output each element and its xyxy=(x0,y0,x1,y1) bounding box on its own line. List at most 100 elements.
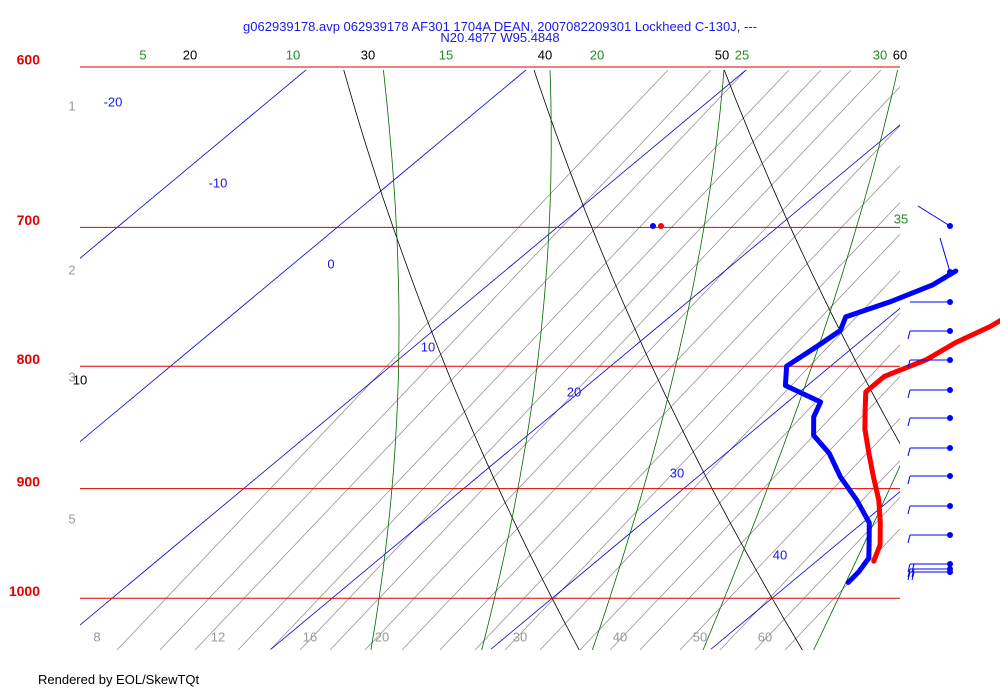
wind-barb-flag xyxy=(907,568,911,578)
mixing-ratio-line xyxy=(439,165,900,650)
moist-adiabat-label: 25 xyxy=(735,47,749,62)
moist-adiabat-label: 20 xyxy=(590,47,604,62)
wind-barb-flag xyxy=(911,571,915,581)
height-label: 1 xyxy=(68,98,75,113)
moist-adiabat-line xyxy=(591,70,725,650)
mixing-ratio-line xyxy=(194,70,747,650)
mixing-ratio-line xyxy=(639,375,900,650)
moist-adiabat-line xyxy=(481,70,552,650)
isotherm-label: 30 xyxy=(670,465,684,480)
mixing-ratio-label: 40 xyxy=(613,629,627,644)
mixing-ratio-line xyxy=(679,417,900,650)
isobar-label: 600 xyxy=(17,52,41,68)
temperature-trace xyxy=(862,317,1000,564)
background-lines xyxy=(80,32,1000,659)
mixing-ratio-label: 12 xyxy=(211,629,225,644)
isotherm-label: 40 xyxy=(773,547,787,562)
wind-barb-staff xyxy=(939,237,951,273)
chart-title-line-1: g062939178.avp 062939178 AF301 1704A DEA… xyxy=(243,19,757,34)
wind-barb-flag xyxy=(907,505,911,515)
mixing-ratio-line xyxy=(579,312,900,650)
wind-barb xyxy=(907,532,953,544)
mixing-ratio-line xyxy=(401,125,900,650)
mixing-ratio-line xyxy=(474,202,900,650)
mixing-ratio-line xyxy=(609,344,900,650)
wind-barb-flag xyxy=(907,359,911,369)
moist-adiabat-line xyxy=(919,32,1000,659)
mixing-ratio-line xyxy=(364,86,900,650)
isotherm-label: 10 xyxy=(421,339,435,354)
moist-adiabat-line xyxy=(370,70,400,650)
isotherm-line xyxy=(80,70,747,626)
wind-barbs xyxy=(907,205,953,581)
height-label: 2 xyxy=(68,262,75,277)
isotherm-line xyxy=(710,491,900,650)
wind-barb-flag xyxy=(907,447,911,457)
mixing-ratio-line xyxy=(784,528,900,650)
isotherm-line xyxy=(490,307,900,650)
wind-barb xyxy=(907,569,953,581)
dry-adiabat-label: 20 xyxy=(183,47,197,62)
wind-barb xyxy=(907,328,953,340)
wind-barb xyxy=(907,415,953,427)
wind-barb-flag xyxy=(911,568,915,578)
wind-barb-flag xyxy=(907,571,911,581)
moist-adiabat-line xyxy=(702,70,899,650)
mixing-ratio-line xyxy=(116,70,669,650)
wind-barb xyxy=(910,299,953,305)
mixing-ratio-line xyxy=(237,70,790,650)
wind-barb xyxy=(907,387,953,399)
dry-adiabat-label: 60 xyxy=(893,47,907,62)
footer-credit: Rendered by EOL/SkewTQt xyxy=(38,672,200,687)
mixing-ratio-line xyxy=(299,70,852,650)
isobar-label: 900 xyxy=(17,473,41,489)
isotherm-line xyxy=(80,70,307,259)
height-label: 5 xyxy=(68,511,75,526)
moist-adiabat-label: 35 xyxy=(894,211,908,226)
mixing-ratio-label: 30 xyxy=(513,629,527,644)
chart-title-line-2: N20.4877 W95.4848 xyxy=(440,30,560,45)
isotherm-label: 0 xyxy=(327,256,334,271)
wind-barb xyxy=(917,205,953,229)
height-label: 3 xyxy=(68,369,75,384)
wind-barb xyxy=(907,503,953,515)
moist-adiabat-label: 5 xyxy=(139,47,146,62)
mixing-ratio-line xyxy=(539,270,900,650)
mixing-ratio-line xyxy=(719,460,900,650)
moist-adiabat-label: 15 xyxy=(439,47,453,62)
dry-adiabat-line xyxy=(533,70,803,650)
mixing-ratio-line xyxy=(754,496,900,650)
wind-barb xyxy=(907,473,953,485)
temperature-top-marker xyxy=(658,223,664,229)
isotherm-line xyxy=(270,124,900,650)
dewpoint-trace xyxy=(782,268,959,585)
mixing-ratio-label: 8 xyxy=(93,629,100,644)
mixing-ratio-line xyxy=(329,70,882,650)
isotherm-label: 20 xyxy=(567,384,581,399)
moist-adiabat-label: 30 xyxy=(873,47,887,62)
isotherm-label: -20 xyxy=(104,94,123,109)
dry-adiabat-line xyxy=(343,70,580,650)
wind-barb-flag xyxy=(907,534,911,544)
moist-adiabat-label: 10 xyxy=(286,47,300,62)
wind-barb-flag xyxy=(907,330,911,340)
wind-barb-flag xyxy=(907,417,911,427)
dewpoint-top-marker xyxy=(650,223,656,229)
wind-barb xyxy=(939,237,953,275)
mixing-ratio-label: 50 xyxy=(693,629,707,644)
mixing-ratio-line xyxy=(269,70,822,650)
mixing-ratio-line xyxy=(159,70,712,650)
wind-barb-staff xyxy=(917,205,951,227)
mixing-ratio-label: 60 xyxy=(758,629,772,644)
mixing-ratio-line xyxy=(504,233,900,650)
isobar-label: 700 xyxy=(17,212,41,228)
wind-barb xyxy=(907,445,953,457)
isobar-label: 1000 xyxy=(9,583,40,599)
wind-barb-flag xyxy=(907,563,911,573)
wind-barb xyxy=(907,561,953,573)
dry-adiabat-label: 50 xyxy=(715,47,729,62)
wind-barb-flag xyxy=(911,563,915,573)
dry-adiabat-line xyxy=(723,70,900,445)
wind-barb-flag xyxy=(907,475,911,485)
